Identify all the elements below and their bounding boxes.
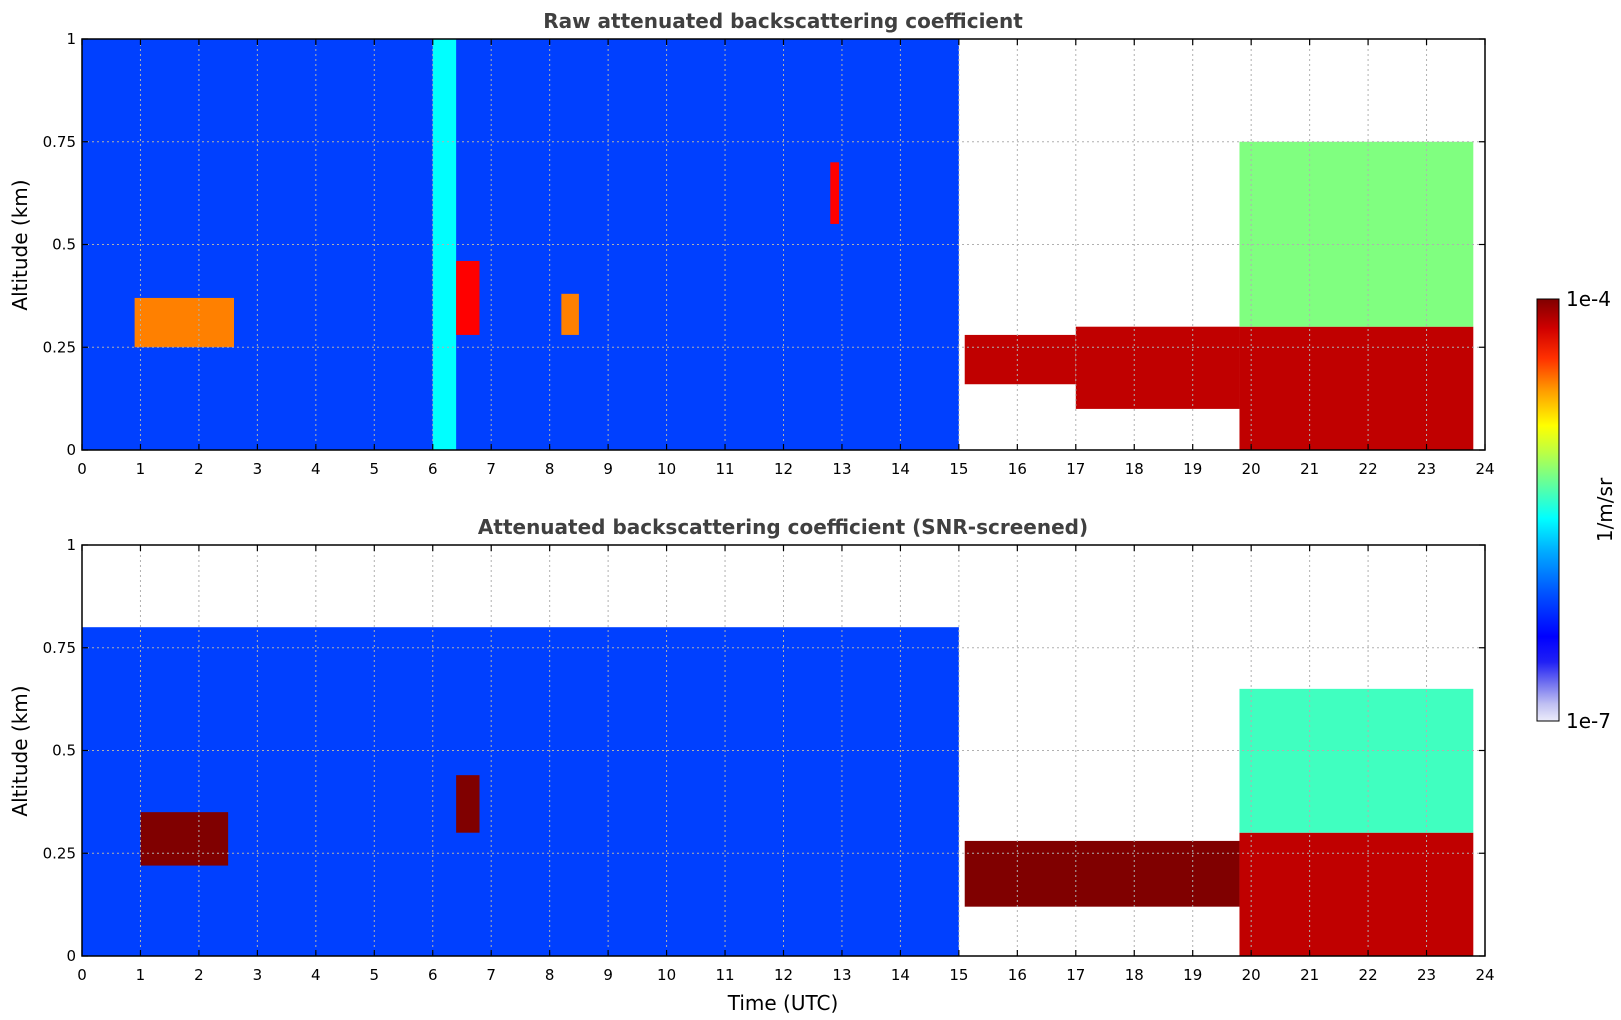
snr-screened-panel: Attenuated backscattering coefficient (S… bbox=[8, 515, 1495, 1015]
raw-panel-title: Raw attenuated backscattering coefficien… bbox=[543, 9, 1023, 33]
x-tick-label: 11 bbox=[715, 966, 734, 984]
x-tick-label: 17 bbox=[1066, 460, 1085, 478]
x-tick-label: 21 bbox=[1300, 460, 1319, 478]
x-tick-label: 2 bbox=[194, 460, 204, 478]
x-tick-label: 18 bbox=[1125, 966, 1144, 984]
y-tick-label: 0.75 bbox=[43, 639, 76, 657]
heatmap-region-3 bbox=[456, 260, 480, 335]
x-tick-label: 16 bbox=[1008, 460, 1027, 478]
x-tick-label: 3 bbox=[253, 460, 263, 478]
y-tick-label: 0.25 bbox=[43, 844, 76, 862]
x-tick-label: 15 bbox=[949, 966, 968, 984]
x-tick-label: 6 bbox=[428, 966, 438, 984]
x-tick-label: 22 bbox=[1359, 460, 1378, 478]
x-tick-label: 15 bbox=[949, 460, 968, 478]
raw-backscatter-panel: Raw attenuated backscattering coefficien… bbox=[8, 9, 1495, 478]
heatmap-region-7 bbox=[1075, 326, 1240, 409]
x-tick-label: 0 bbox=[77, 460, 87, 478]
snr-grid bbox=[82, 545, 1485, 956]
y-tick-label: 0.5 bbox=[52, 742, 76, 760]
x-tick-label: 21 bbox=[1300, 966, 1319, 984]
x-tick-label: 17 bbox=[1066, 966, 1085, 984]
heatmap-region-9 bbox=[1239, 141, 1474, 327]
x-tick-label: 10 bbox=[657, 460, 676, 478]
x-tick-label: 12 bbox=[774, 460, 793, 478]
x-tick-label: 2 bbox=[194, 966, 204, 984]
colorbar-unit-label: 1/m/sr bbox=[1593, 477, 1617, 542]
y-tick-label: 1 bbox=[66, 536, 76, 554]
x-axis-label: Time (UTC) bbox=[727, 991, 839, 1015]
y-tick-label: 1 bbox=[66, 30, 76, 48]
x-tick-label: 19 bbox=[1183, 966, 1202, 984]
y-tick-label: 0 bbox=[66, 441, 76, 459]
x-tick-label: 19 bbox=[1183, 460, 1202, 478]
x-tick-label: 6 bbox=[428, 460, 438, 478]
x-tick-label: 16 bbox=[1008, 966, 1027, 984]
x-tick-label: 13 bbox=[832, 966, 851, 984]
heatmap-region-4 bbox=[1239, 832, 1474, 956]
heatmap-region-8 bbox=[1239, 326, 1474, 450]
heatmap-region-5 bbox=[1239, 688, 1474, 833]
x-tick-label: 20 bbox=[1242, 966, 1261, 984]
colorbar-min-label: 1e-7 bbox=[1566, 709, 1611, 733]
y-tick-label: 0 bbox=[66, 947, 76, 965]
x-tick-label: 22 bbox=[1359, 966, 1378, 984]
x-tick-label: 1 bbox=[136, 966, 146, 984]
heatmap-region-4 bbox=[561, 293, 579, 335]
x-tick-label: 24 bbox=[1475, 966, 1494, 984]
x-tick-label: 12 bbox=[774, 966, 793, 984]
snr-heatmap bbox=[82, 627, 1474, 956]
snr-y-ticks: 0 0.25 0.5 0.75 1 bbox=[43, 536, 1485, 965]
raw-x-ticks: 0 1 2 3 4 5 6 7 8 9 10 11 12 13 14 15 16 17 18 19 20 21 22 23 24 bbox=[77, 39, 1495, 478]
x-tick-label: 24 bbox=[1475, 460, 1494, 478]
x-tick-label: 10 bbox=[657, 966, 676, 984]
x-tick-label: 4 bbox=[311, 460, 321, 478]
raw-y-axis-label: Altitude (km) bbox=[8, 179, 32, 310]
x-tick-label: 23 bbox=[1417, 460, 1436, 478]
raw-y-ticks: 0 0.25 0.5 0.75 1 bbox=[43, 30, 1485, 459]
colorbar-max-label: 1e-4 bbox=[1566, 287, 1611, 311]
x-tick-label: 9 bbox=[603, 460, 613, 478]
heatmap-region-1 bbox=[140, 812, 229, 866]
colorbar: 1e-4 1e-7 1/m/sr bbox=[1536, 287, 1617, 733]
x-tick-label: 7 bbox=[486, 460, 496, 478]
heatmap-region-0 bbox=[82, 627, 959, 956]
y-tick-label: 0.25 bbox=[43, 338, 76, 356]
x-tick-label: 8 bbox=[545, 966, 555, 984]
heatmap-region-1 bbox=[134, 297, 234, 348]
x-tick-label: 3 bbox=[253, 966, 263, 984]
x-tick-label: 1 bbox=[136, 460, 146, 478]
snr-y-axis-label: Altitude (km) bbox=[8, 685, 32, 816]
x-tick-label: 13 bbox=[832, 460, 851, 478]
x-tick-label: 20 bbox=[1242, 460, 1261, 478]
heatmap-region-5 bbox=[830, 162, 840, 224]
colorbar-gradient bbox=[1536, 298, 1560, 722]
heatmap-region-2 bbox=[456, 775, 480, 833]
x-tick-label: 9 bbox=[603, 966, 613, 984]
x-tick-label: 23 bbox=[1417, 966, 1436, 984]
x-tick-label: 5 bbox=[370, 460, 380, 478]
x-tick-label: 8 bbox=[545, 460, 555, 478]
raw-grid bbox=[82, 39, 1485, 450]
snr-x-ticks: 0 1 2 3 4 5 6 7 8 9 10 11 12 13 14 15 16 17 18 19 20 21 22 23 24 bbox=[77, 545, 1495, 984]
x-tick-label: 18 bbox=[1125, 460, 1144, 478]
x-tick-label: 5 bbox=[370, 966, 380, 984]
heatmap-region-6 bbox=[964, 334, 1076, 385]
x-tick-label: 14 bbox=[891, 966, 910, 984]
x-tick-label: 0 bbox=[77, 966, 87, 984]
y-tick-label: 0.75 bbox=[43, 133, 76, 151]
snr-panel-title: Attenuated backscattering coefficient (S… bbox=[478, 515, 1088, 539]
heatmap-region-3 bbox=[964, 840, 1240, 907]
x-tick-label: 14 bbox=[891, 460, 910, 478]
x-tick-label: 11 bbox=[715, 460, 734, 478]
y-tick-label: 0.5 bbox=[52, 236, 76, 254]
x-tick-label: 4 bbox=[311, 966, 321, 984]
x-tick-label: 7 bbox=[486, 966, 496, 984]
